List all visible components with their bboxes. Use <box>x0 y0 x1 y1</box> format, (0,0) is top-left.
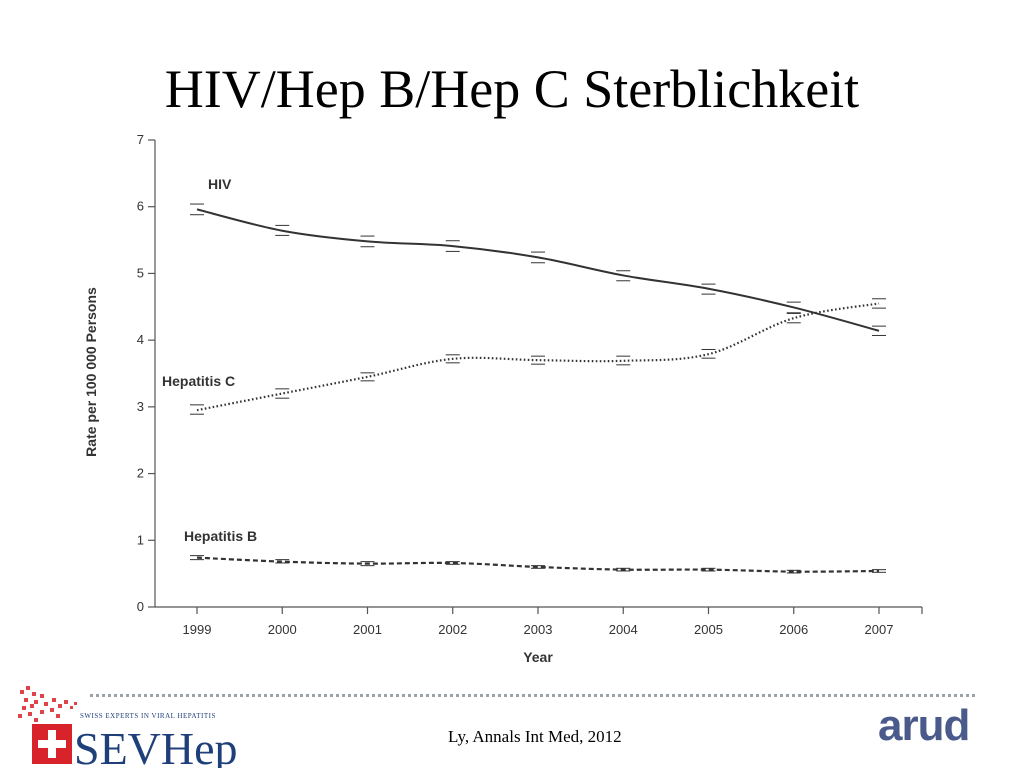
sevhep-logo: SWISS EXPERTS IN VIRAL HEPATITIS SEVHep <box>14 682 274 773</box>
line-chart: 0 1 2 3 4 5 6 7 1999 2000 2001 2002 2003 2004 2005 2006… <box>83 132 923 665</box>
arud-logo: arud <box>878 701 970 750</box>
series-line-hiv <box>196 208 880 332</box>
series-label-hepatitis-b: Hepatitis B <box>184 528 257 544</box>
x-tick-label: 2004 <box>609 622 638 637</box>
x-tick-label: 2007 <box>865 622 894 637</box>
footer-divider <box>90 694 975 697</box>
y-tick-label: 1 <box>137 532 144 547</box>
y-tick-label: 2 <box>137 466 144 481</box>
x-tick-label: 2002 <box>438 622 467 637</box>
sevhep-logo-wordmark: SEVHep <box>74 723 238 768</box>
y-tick-label: 0 <box>137 599 144 614</box>
slide-title: HIV/Hep B/Hep C Sterblichkeit <box>164 59 860 119</box>
sevhep-logo-tagline: SWISS EXPERTS IN VIRAL HEPATITIS <box>80 712 216 720</box>
x-tick-label: 2003 <box>524 622 553 637</box>
y-tick-label: 6 <box>137 199 144 214</box>
x-tick-label: 2001 <box>353 622 382 637</box>
series-label-hepatitis-c: Hepatitis C <box>162 373 235 389</box>
series-line-hepatitis-b <box>196 556 880 573</box>
x-tick-label: 2006 <box>779 622 808 637</box>
series-label-hiv: HIV <box>208 176 232 192</box>
y-tick-label: 4 <box>137 332 144 347</box>
y-axis-title: Rate per 100 000 Persons <box>83 287 99 457</box>
citation: Ly, Annals Int Med, 2012 <box>448 727 622 746</box>
y-tick-label: 5 <box>137 265 144 280</box>
x-axis-title: Year <box>523 649 553 665</box>
chart-marks <box>190 203 886 574</box>
x-tick-label: 2005 <box>694 622 723 637</box>
y-tick-label: 7 <box>137 132 144 147</box>
series-line-hepatitis-c <box>196 302 880 412</box>
y-tick-label: 3 <box>137 399 144 414</box>
chart-axes: 0 1 2 3 4 5 6 7 1999 2000 2001 2002 2003 2004 2005 2006… <box>137 132 923 637</box>
x-tick-label: 2000 <box>268 622 297 637</box>
x-tick-label: 1999 <box>183 622 212 637</box>
